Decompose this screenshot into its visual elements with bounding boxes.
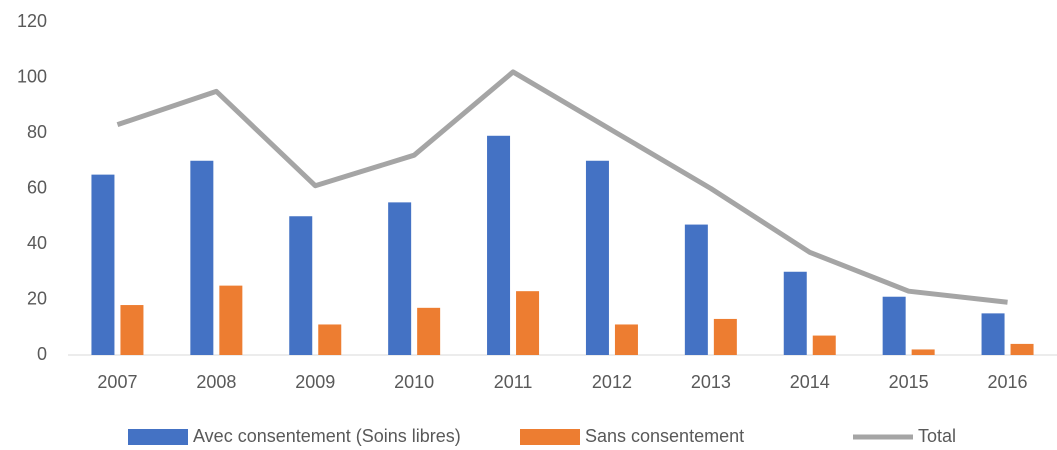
- y-tick-label: 100: [17, 66, 47, 86]
- x-tick-label: 2014: [790, 372, 830, 392]
- x-tick-label: 2007: [97, 372, 137, 392]
- legend-label: Sans consentement: [585, 426, 744, 446]
- x-tick-label: 2012: [592, 372, 632, 392]
- y-tick-label: 20: [27, 288, 47, 308]
- bar: [585, 160, 609, 355]
- bar: [487, 135, 511, 355]
- legend-swatch: [128, 429, 188, 445]
- legend-swatch: [520, 429, 580, 445]
- bar: [120, 305, 144, 355]
- bar: [388, 202, 412, 355]
- bar: [713, 318, 737, 355]
- x-tick-label: 2013: [691, 372, 731, 392]
- bar: [812, 335, 836, 355]
- x-tick-label: 2010: [394, 372, 434, 392]
- y-tick-label: 0: [37, 344, 47, 364]
- legend-label: Avec consentement (Soins libres): [193, 426, 461, 446]
- bar: [516, 291, 540, 355]
- x-tick-label: 2009: [295, 372, 335, 392]
- bar: [981, 313, 1005, 355]
- bar: [190, 160, 214, 355]
- y-tick-label: 60: [27, 177, 47, 197]
- bar: [1010, 343, 1034, 355]
- x-tick-label: 2011: [494, 372, 533, 392]
- line: [116, 69, 1008, 305]
- x-tick-label: 2008: [196, 372, 236, 392]
- bar: [684, 224, 708, 355]
- bar: [614, 324, 638, 355]
- y-tick-label: 80: [27, 122, 47, 142]
- y-tick-label: 120: [17, 11, 47, 31]
- bar: [91, 174, 115, 355]
- bar: [911, 349, 935, 355]
- bar: [882, 296, 906, 355]
- bar: [318, 324, 342, 355]
- bar: [219, 285, 243, 355]
- x-tick-label: 2015: [889, 372, 929, 392]
- y-tick-label: 40: [27, 233, 47, 253]
- legend-label: Total: [918, 426, 956, 446]
- bar: [417, 307, 441, 355]
- x-tick-label: 2016: [988, 372, 1028, 392]
- bar: [289, 216, 313, 355]
- bar: [783, 271, 807, 355]
